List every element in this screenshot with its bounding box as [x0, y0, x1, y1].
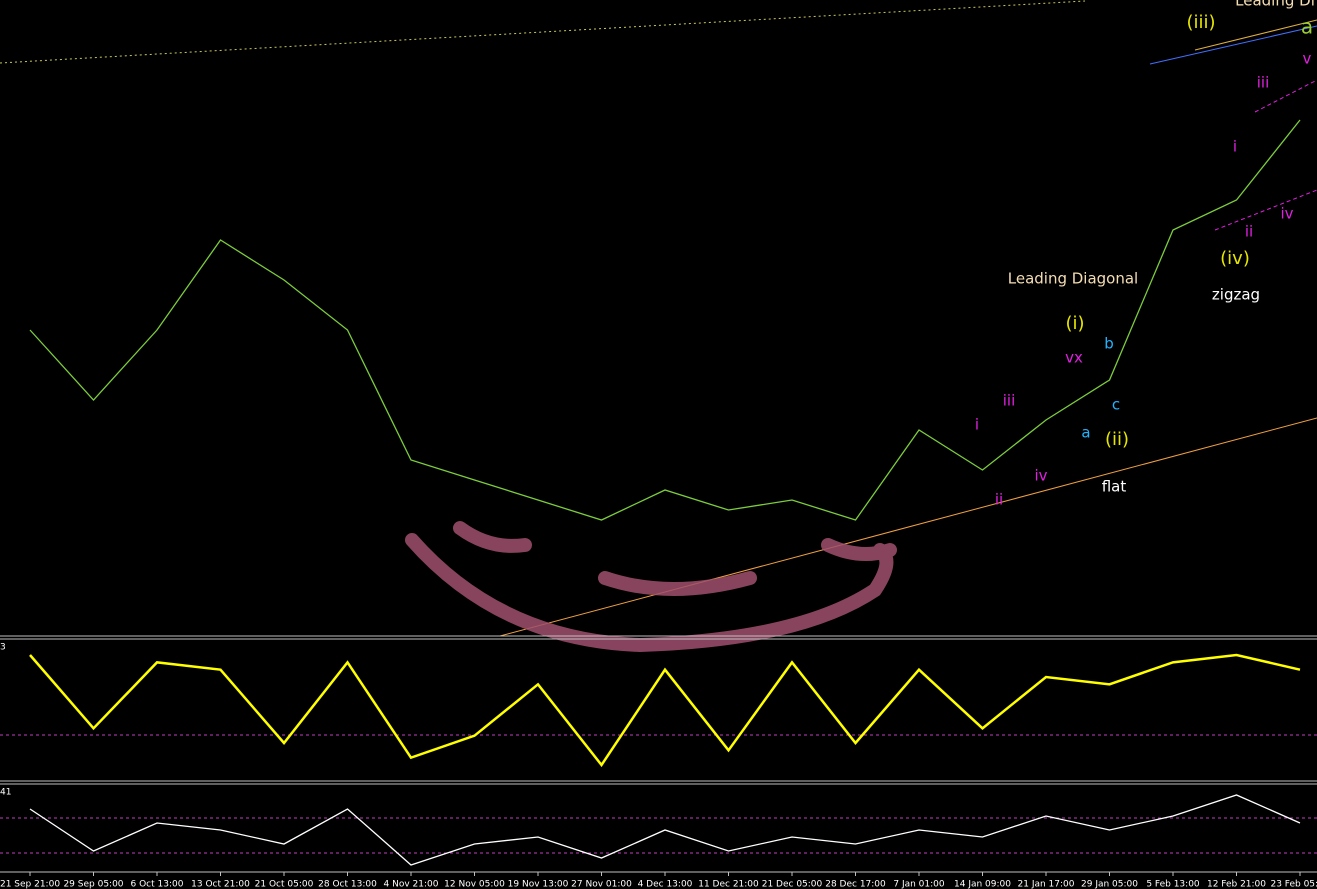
annotation: a — [1081, 424, 1090, 442]
annotations: Leading Di (iii) a v iii i ii iv (iv) zi… — [975, 0, 1315, 509]
x-tick-label: 12 Feb 21:00 — [1207, 880, 1266, 889]
annotation: vx — [1065, 349, 1083, 367]
x-tick-label: 28 Dec 17:00 — [825, 880, 886, 889]
x-tick-label: 14 Jan 09:00 — [954, 880, 1011, 889]
annotation: iii — [1003, 392, 1016, 410]
x-tick-label: 6 Oct 13:00 — [131, 880, 184, 889]
series-line — [29, 653, 1301, 768]
x-tick-label: 19 Nov 13:00 — [508, 880, 569, 889]
x-tick-label: 28 Oct 13:00 — [318, 880, 377, 889]
x-tick-label: 21 Dec 05:00 — [762, 880, 823, 889]
x-tick-label: 23 Feb 05:00 — [1270, 880, 1317, 889]
drawing — [405, 521, 897, 653]
series-line — [29, 794, 1301, 866]
x-tick-label: 13 Oct 21:00 — [191, 880, 250, 889]
x-tick-label: 12 Nov 05:00 — [444, 880, 505, 889]
annotation: i — [975, 416, 979, 434]
trend-line — [1149, 25, 1317, 65]
annotation: ii — [995, 491, 1003, 509]
x-tick-label: 7 Jan 01:00 — [893, 880, 945, 889]
annotation: (iv) — [1220, 248, 1250, 269]
annotation: Leading Di — [1235, 0, 1315, 10]
x-tick-label: 29 Sep 05:00 — [63, 880, 123, 889]
x-tick-label: 21 Jan 17:00 — [1018, 880, 1075, 889]
annotation: iii — [1257, 74, 1270, 92]
trend-line — [1214, 189, 1317, 231]
x-tick-label: 21 Sep 21:00 — [0, 880, 60, 889]
annotation: c — [1112, 396, 1120, 414]
indicator-label: 3 — [0, 643, 6, 653]
trend-line — [1194, 19, 1317, 51]
x-tick-label: 5 Feb 13:00 — [1146, 880, 1200, 889]
annotation: zigzag — [1212, 286, 1260, 304]
annotation: b — [1104, 335, 1114, 353]
annotation: iv — [1034, 467, 1047, 485]
trend-line — [1254, 79, 1317, 113]
x-tick-label: 4 Nov 21:00 — [384, 880, 439, 889]
annotation: (i) — [1065, 313, 1084, 334]
x-tick-label: 27 Nov 01:00 — [571, 880, 632, 889]
x-tick-label: 21 Oct 05:00 — [255, 880, 314, 889]
annotation: (iii) — [1186, 12, 1215, 33]
x-tick-label: 29 Jan 05:00 — [1081, 880, 1138, 889]
trend-line — [0, 0, 1086, 64]
annotation: (ii) — [1105, 429, 1129, 450]
annotation: flat — [1102, 478, 1127, 496]
x-tick-label: 11 Dec 21:00 — [698, 880, 759, 889]
x-tick-label: 4 Dec 13:00 — [638, 880, 693, 889]
annotation: a — [1301, 15, 1313, 39]
series-line — [29, 119, 1301, 521]
trend-line — [499, 417, 1317, 637]
annotation: i — [1233, 138, 1237, 156]
annotation: Leading Diagonal — [1008, 270, 1138, 288]
indicator-label: 41 — [0, 788, 11, 798]
annotation: iv — [1280, 205, 1293, 223]
annotation: v — [1303, 50, 1312, 68]
annotation: ii — [1245, 223, 1253, 241]
